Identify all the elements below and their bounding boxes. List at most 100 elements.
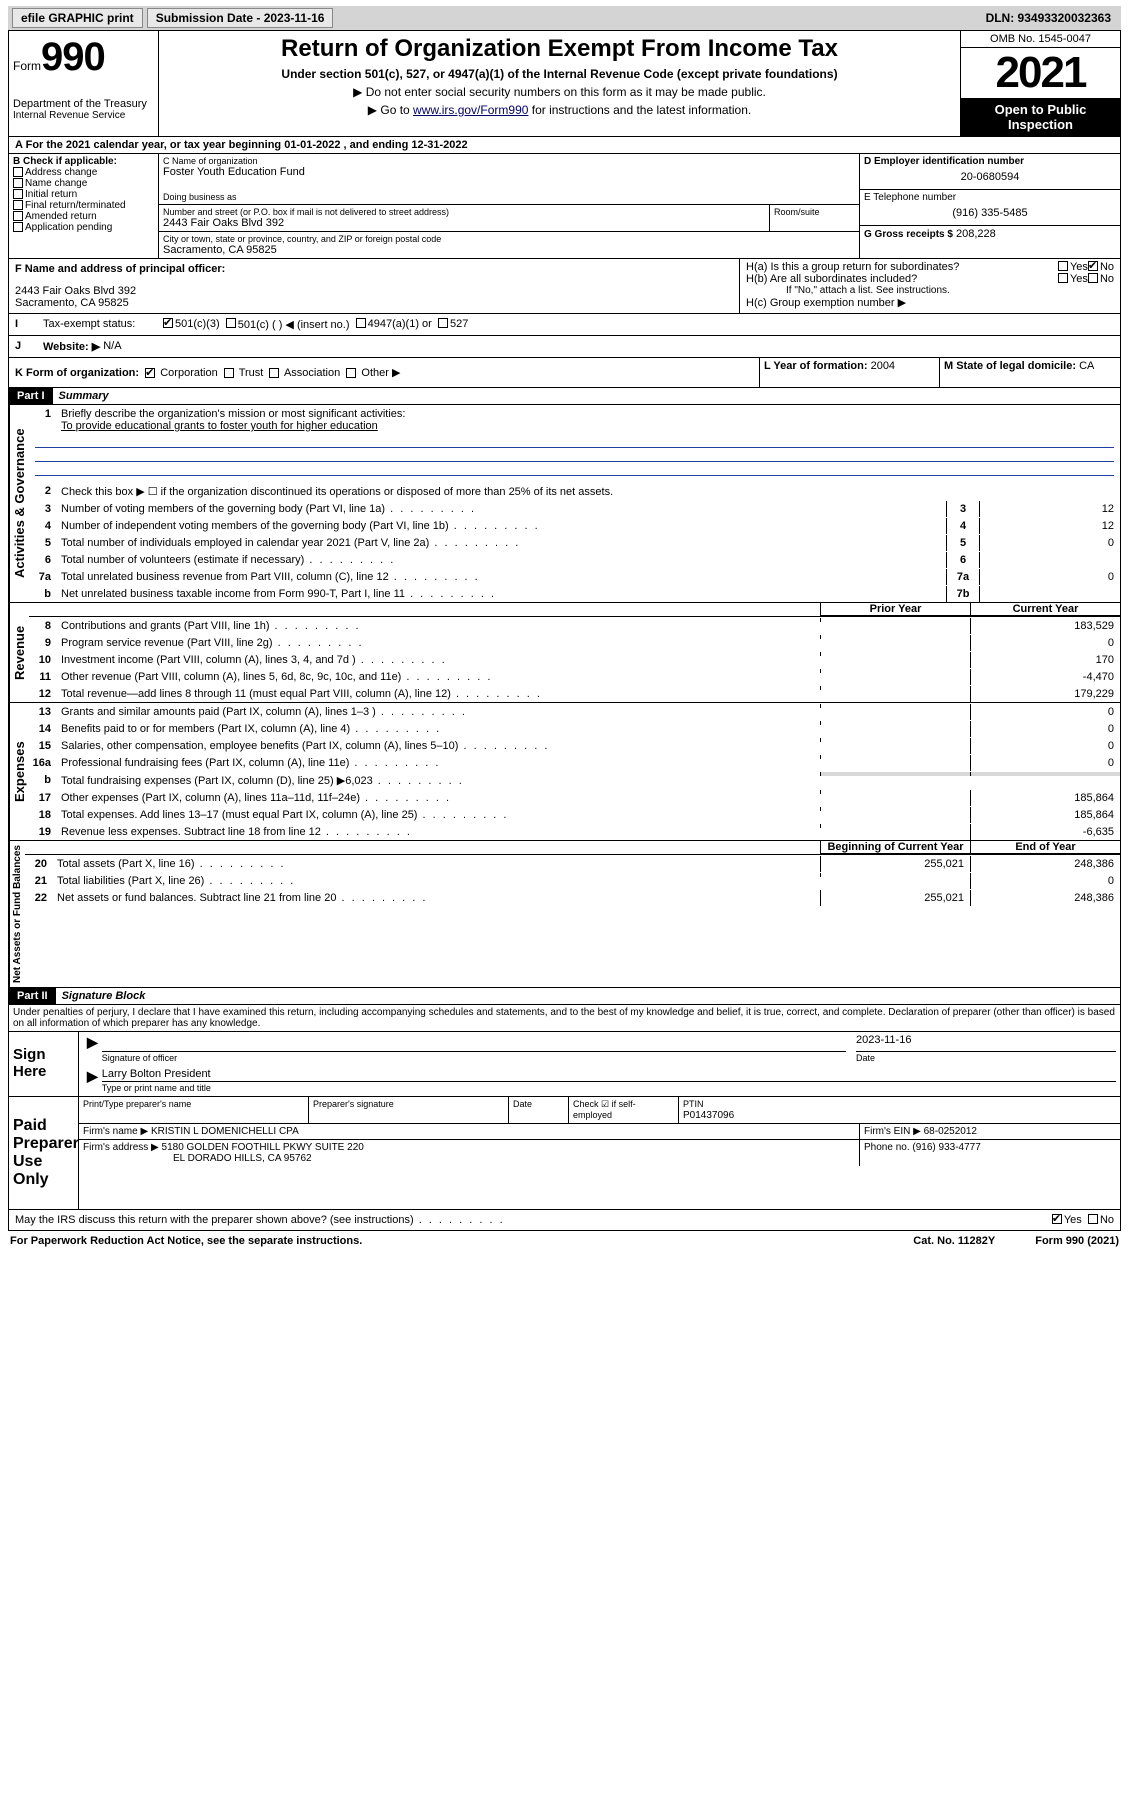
- line-10: 10Investment income (Part VIII, column (…: [29, 651, 1120, 668]
- b-opt-final: Final return/terminated: [13, 200, 154, 211]
- line-17: 17Other expenses (Part IX, column (A), l…: [29, 789, 1120, 806]
- paid-preparer-label: Paid Preparer Use Only: [9, 1097, 79, 1209]
- col-end: End of Year: [970, 841, 1120, 854]
- l2: Check this box ▶ ☐ if the organization d…: [57, 483, 1120, 500]
- side-netassets: Net Assets or Fund Balances: [9, 841, 25, 987]
- part2-title: Signature Block: [56, 988, 152, 1004]
- line-16a: 16aProfessional fundraising fees (Part I…: [29, 754, 1120, 771]
- line-20: 20Total assets (Part X, line 16)255,0212…: [25, 855, 1120, 872]
- part1-bar: Part I: [9, 388, 53, 404]
- k-corp-check[interactable]: [145, 368, 155, 378]
- line-14: 14Benefits paid to or for members (Part …: [29, 720, 1120, 737]
- declaration: Under penalties of perjury, I declare th…: [9, 1004, 1120, 1031]
- g-label: G Gross receipts $: [864, 229, 953, 240]
- line-11: 11Other revenue (Part VIII, column (A), …: [29, 668, 1120, 685]
- b-opt-initial: Initial return: [13, 189, 154, 200]
- sign-here-block: Sign Here ▶ Signature of officer 2023-11…: [8, 1032, 1121, 1097]
- open-inspection: Open to Public Inspection: [961, 98, 1120, 136]
- discuss-row: May the IRS discuss this return with the…: [8, 1210, 1121, 1231]
- firm-addr1: 5180 GOLDEN FOOTHILL PKWY SUITE 220: [162, 1142, 364, 1153]
- arrow-icon: ▶: [83, 1034, 102, 1064]
- c-city-label: City or town, state or province, country…: [163, 234, 855, 244]
- irs-label: Internal Revenue Service: [13, 110, 154, 121]
- firm-addr-label: Firm's address ▶: [83, 1142, 159, 1153]
- form-note-ssn: ▶ Do not enter social security numbers o…: [169, 85, 950, 99]
- line-9: 9Program service revenue (Part VIII, lin…: [29, 634, 1120, 651]
- ptin: P01437096: [683, 1110, 734, 1121]
- firm-phone: (916) 933-4777: [912, 1142, 980, 1153]
- b-opt-pending: Application pending: [13, 222, 154, 233]
- tax-year: 2021: [961, 48, 1120, 98]
- block-bcdefg: B Check if applicable: Address change Na…: [8, 154, 1121, 259]
- line-21: 21Total liabilities (Part X, line 26)0: [25, 872, 1120, 889]
- block-b: B Check if applicable: Address change Na…: [9, 154, 159, 258]
- block-c: C Name of organization Foster Youth Educ…: [159, 154, 860, 258]
- discuss-yes-check[interactable]: [1052, 1214, 1062, 1224]
- block-i: I Tax-exempt status: 501(c)(3) 501(c) ( …: [8, 314, 1121, 336]
- c-city: Sacramento, CA 95825: [163, 244, 855, 256]
- block-deg: D Employer identification number 20-0680…: [860, 154, 1120, 258]
- firm-name-label: Firm's name ▶: [83, 1126, 148, 1137]
- b-opt-amended: Amended return: [13, 211, 154, 222]
- firm-ein: 68-0252012: [924, 1126, 977, 1137]
- line-18: 18Total expenses. Add lines 13–17 (must …: [29, 806, 1120, 823]
- block-l: L Year of formation: 2004: [760, 358, 940, 387]
- officer-name-label: Type or print name and title: [102, 1083, 211, 1093]
- line-15: 15Salaries, other compensation, employee…: [29, 737, 1120, 754]
- l1-text: To provide educational grants to foster …: [61, 420, 378, 432]
- dln-label: DLN: 93493320032363: [980, 9, 1117, 27]
- line-12: 12Total revenue—add lines 8 through 11 (…: [29, 685, 1120, 702]
- form-subtitle: Under section 501(c), 527, or 4947(a)(1)…: [169, 67, 950, 81]
- k-label: K Form of organization:: [15, 367, 139, 379]
- form-title: Return of Organization Exempt From Incom…: [169, 35, 950, 63]
- c-room-label: Room/suite: [774, 207, 855, 217]
- paid-preparer-block: Paid Preparer Use Only Print/Type prepar…: [8, 1097, 1121, 1210]
- irs-link[interactable]: www.irs.gov/Form990: [413, 103, 528, 117]
- prep-date-label: Date: [513, 1099, 532, 1109]
- footer: For Paperwork Reduction Act Notice, see …: [8, 1231, 1121, 1251]
- f-addr2: Sacramento, CA 95825: [15, 297, 733, 309]
- h-note: If "No," attach a list. See instructions…: [746, 285, 1114, 296]
- discuss-label: May the IRS discuss this return with the…: [15, 1214, 1052, 1226]
- prep-name-label: Print/Type preparer's name: [83, 1099, 191, 1109]
- arrow-icon: ▶: [83, 1068, 102, 1094]
- sign-here-label: Sign Here: [9, 1032, 79, 1096]
- line-b: bTotal fundraising expenses (Part IX, co…: [29, 771, 1120, 789]
- line-a-taxyear: A For the 2021 calendar year, or tax yea…: [8, 137, 1121, 154]
- form-word: Form: [13, 59, 41, 73]
- c-addr-label: Number and street (or P.O. box if mail i…: [163, 207, 765, 217]
- c-addr: 2443 Fair Oaks Blvd 392: [163, 217, 765, 229]
- c-name-label: C Name of organization: [163, 156, 855, 166]
- col-prior: Prior Year: [820, 603, 970, 616]
- dept-treasury: Department of the Treasury: [13, 98, 154, 110]
- block-k: K Form of organization: Corporation Trus…: [9, 358, 760, 387]
- discuss-no-check[interactable]: [1088, 1214, 1098, 1224]
- hc-label: H(c) Group exemption number ▶: [746, 296, 1114, 309]
- efile-print-button[interactable]: efile GRAPHIC print: [12, 8, 143, 28]
- j-label: Website: ▶: [43, 340, 100, 353]
- part1: Part ISummary Activities & Governance 1B…: [8, 388, 1121, 988]
- g-amount: 208,228: [956, 228, 996, 240]
- ha-no-check[interactable]: [1088, 261, 1098, 271]
- side-governance: Activities & Governance: [9, 405, 29, 602]
- ptin-label: PTIN: [683, 1099, 704, 1109]
- i-501c3-check[interactable]: [163, 318, 173, 328]
- b-opt-address: Address change: [13, 167, 154, 178]
- line-13: 13Grants and similar amounts paid (Part …: [29, 703, 1120, 720]
- ha-label: H(a) Is this a group return for subordin…: [746, 261, 1058, 273]
- col-begin: Beginning of Current Year: [820, 841, 970, 854]
- sig-officer-label: Signature of officer: [102, 1053, 177, 1063]
- form-header: Form990 Department of the Treasury Inter…: [8, 30, 1121, 137]
- submission-date-button[interactable]: Submission Date - 2023-11-16: [147, 8, 334, 28]
- c-dba-label: Doing business as: [163, 192, 855, 202]
- hb-label: H(b) Are all subordinates included?: [746, 273, 1058, 285]
- e-label: E Telephone number: [864, 192, 1116, 203]
- side-revenue: Revenue: [9, 603, 29, 702]
- block-klm: K Form of organization: Corporation Trus…: [8, 358, 1121, 388]
- sig-date: 2023-11-16: [856, 1034, 1116, 1052]
- firm-name: KRISTIN L DOMENICHELLI CPA: [151, 1126, 299, 1137]
- f-addr1: 2443 Fair Oaks Blvd 392: [15, 285, 733, 297]
- firm-addr2: EL DORADO HILLS, CA 95762: [83, 1153, 312, 1164]
- line-8: 8Contributions and grants (Part VIII, li…: [29, 617, 1120, 634]
- topbar: efile GRAPHIC print Submission Date - 20…: [8, 6, 1121, 30]
